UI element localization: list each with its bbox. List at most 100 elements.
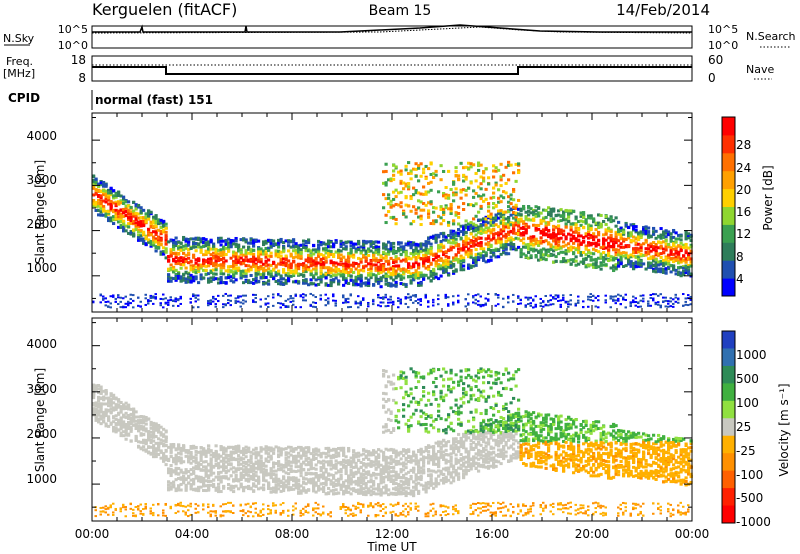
power-echo-cell: [417, 262, 421, 266]
power-echo-cell: [234, 300, 237, 303]
velocity-echo-cell: [122, 425, 126, 429]
power-echo-cell: [389, 179, 393, 183]
power-echo-cell: [387, 282, 391, 286]
power-echo-cell: [562, 218, 566, 222]
power-echo-cell: [347, 240, 351, 244]
power-echo-cell: [614, 235, 618, 239]
power-echo-cell: [327, 249, 331, 253]
power-echo-cell: [464, 165, 468, 169]
power-echo-cell: [534, 226, 538, 230]
power-echo-cell: [182, 263, 186, 267]
power-echo-cell: [449, 187, 453, 191]
power-echo-cell: [152, 230, 156, 234]
power-echo-cell: [604, 231, 608, 235]
power-echo-cell: [349, 268, 353, 272]
power-echo-cell: [402, 187, 406, 191]
power-echo-cell: [372, 246, 376, 250]
power-echo-cell: [572, 251, 576, 255]
power-echo-cell: [337, 248, 341, 252]
power-echo-cell: [689, 235, 693, 239]
power-echo-cell: [489, 251, 493, 255]
power-echo-cell: [362, 298, 365, 301]
power-echo-cell: [469, 253, 473, 257]
power-echo-cell: [512, 231, 516, 235]
power-echo-cell: [154, 224, 158, 228]
power-echo-cell: [394, 269, 398, 273]
power-echo-cell: [632, 250, 636, 254]
power-echo-cell: [247, 268, 251, 272]
power-echo-cell: [137, 230, 141, 234]
power-echo-cell: [232, 242, 236, 246]
power-echo-cell: [669, 246, 673, 250]
power-echo-cell: [509, 223, 513, 227]
power-echo-cell: [167, 299, 170, 302]
power-echo-cell: [477, 236, 481, 240]
power-echo-cell: [514, 231, 518, 235]
power-echo-cell: [314, 266, 318, 270]
power-echo-cell: [237, 300, 240, 303]
power-echo-cell: [602, 245, 606, 249]
power-echo-cell: [254, 272, 258, 276]
power-echo-cell: [264, 252, 268, 256]
power-echo-cell: [277, 253, 281, 257]
power-cb-tick-28: 28: [736, 138, 751, 152]
power-echo-cell: [642, 294, 645, 297]
power-echo-cell: [442, 194, 446, 198]
power-echo-cell: [427, 276, 431, 280]
power-echo-cell: [667, 256, 671, 260]
power-echo-cell: [532, 306, 535, 309]
power-echo-cell: [312, 267, 316, 271]
power-echo-cell: [419, 214, 423, 218]
power-echo-cell: [499, 252, 503, 256]
power-echo-cell: [114, 217, 118, 221]
nave-label: Nave: [746, 63, 774, 76]
power-echo-cell: [632, 295, 635, 298]
velocity-echo-cell: [99, 388, 103, 392]
velocity-echo-cell: [99, 385, 103, 389]
velocity-echo-cell: [99, 406, 103, 410]
power-echo-cell: [392, 271, 396, 275]
power-echo-cell: [464, 231, 468, 235]
power-echo-cell: [217, 277, 221, 281]
power-echo-cell: [572, 241, 576, 245]
power-echo-cell: [267, 282, 271, 286]
power-echo-cell: [369, 272, 373, 276]
power-echo-cell: [494, 183, 498, 187]
power-echo-cell: [512, 211, 516, 215]
velocity-echo-cell: [92, 409, 96, 413]
power-echo-cell: [492, 201, 496, 205]
power-echo-cell: [612, 264, 616, 268]
power-echo-cell: [124, 224, 128, 228]
power-echo-cell: [479, 206, 483, 210]
power-echo-cell: [164, 226, 168, 230]
power-echo-cell: [212, 251, 216, 255]
power-echo-cell: [539, 248, 543, 252]
power-echo-cell: [404, 257, 408, 261]
power-echo-cell: [412, 193, 416, 197]
power-echo-cell: [317, 276, 321, 280]
power-echo-cell: [592, 299, 595, 302]
power-echo-cell: [214, 262, 218, 266]
power-echo-cell: [242, 294, 245, 297]
power-echo-cell: [202, 258, 206, 262]
power-echo-cell: [294, 279, 298, 283]
power-echo-cell: [454, 211, 458, 215]
power-echo-cell: [327, 302, 330, 305]
power-echo-cell: [282, 241, 286, 245]
power-echo-cell: [427, 264, 431, 268]
power-echo-cell: [517, 295, 520, 298]
power-echo-cell: [667, 242, 671, 246]
power-echo-cell: [94, 180, 98, 184]
power-echo-cell: [604, 294, 607, 297]
power-echo-cell: [634, 237, 638, 241]
power-echo-cell: [257, 272, 261, 276]
power-echo-cell: [424, 249, 428, 253]
power-echo-cell: [119, 225, 123, 229]
power-echo-cell: [262, 262, 266, 266]
power-echo-cell: [659, 262, 663, 266]
power-echo-cell: [612, 237, 616, 241]
power-echo-cell: [99, 204, 103, 208]
power-echo-cell: [532, 210, 536, 214]
power-echo-cell: [442, 250, 446, 254]
power-echo-cell: [602, 241, 606, 245]
